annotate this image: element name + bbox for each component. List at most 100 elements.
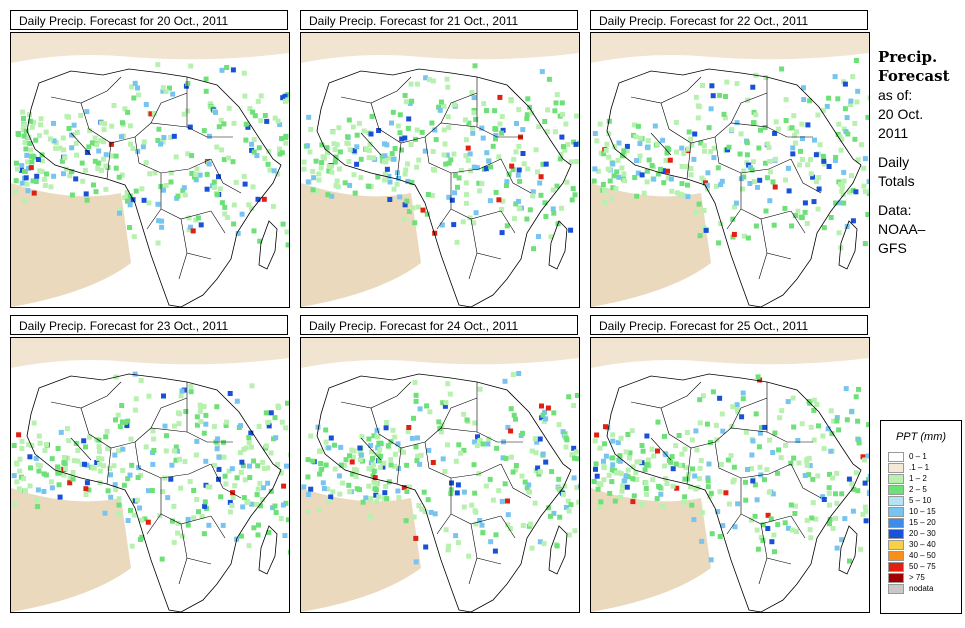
precip-cell bbox=[146, 393, 152, 399]
precip-cell bbox=[610, 432, 616, 438]
precip-cell bbox=[246, 202, 252, 208]
precip-cell bbox=[719, 178, 725, 184]
precip-cell bbox=[74, 129, 80, 135]
precip-cell bbox=[439, 222, 445, 228]
precip-cell bbox=[710, 93, 716, 99]
precip-cell bbox=[161, 187, 166, 193]
precip-cell bbox=[403, 518, 409, 524]
precip-cell bbox=[549, 469, 555, 475]
precip-cell bbox=[559, 100, 565, 106]
precip-cell bbox=[216, 466, 222, 472]
precip-cell bbox=[22, 198, 28, 204]
precip-cell bbox=[227, 499, 233, 505]
precip-cell bbox=[615, 440, 621, 446]
legend-label: 1 – 2 bbox=[909, 474, 927, 483]
precip-cell bbox=[82, 461, 87, 467]
precip-cell bbox=[499, 230, 505, 236]
precip-cell bbox=[281, 483, 287, 489]
precip-cell bbox=[204, 171, 210, 177]
precip-cell bbox=[411, 415, 416, 421]
precip-cell bbox=[265, 465, 271, 471]
precip-cell bbox=[284, 463, 289, 469]
precip-cell bbox=[351, 148, 357, 153]
precip-cell bbox=[413, 535, 419, 541]
precip-cell bbox=[660, 137, 666, 143]
precip-cell bbox=[384, 166, 390, 172]
precip-cell bbox=[669, 454, 675, 460]
precip-cell bbox=[323, 427, 329, 433]
precip-cell bbox=[120, 120, 125, 126]
precip-cell bbox=[408, 142, 414, 147]
precip-cell bbox=[789, 527, 795, 533]
precip-cell bbox=[19, 180, 25, 186]
precip-cell bbox=[850, 188, 856, 193]
precip-cell bbox=[504, 179, 510, 185]
precip-cell bbox=[461, 411, 467, 417]
precip-cell bbox=[705, 484, 711, 490]
precip-cell bbox=[600, 182, 606, 187]
legend-label: > 75 bbox=[909, 573, 925, 582]
precip-cell bbox=[836, 427, 842, 433]
precip-cell bbox=[534, 439, 540, 445]
precip-cell bbox=[97, 448, 102, 454]
precip-cell bbox=[406, 425, 412, 430]
country-border bbox=[726, 208, 742, 230]
madagascar-outline bbox=[838, 220, 858, 270]
precip-cell bbox=[51, 173, 57, 179]
precip-cell bbox=[594, 138, 600, 144]
precip-cell bbox=[508, 406, 514, 412]
precip-cell bbox=[707, 493, 713, 499]
precip-cell bbox=[413, 444, 419, 450]
precip-cell bbox=[249, 147, 255, 153]
precip-cell bbox=[198, 222, 204, 228]
precip-cell bbox=[533, 450, 539, 456]
precip-cell bbox=[28, 465, 33, 471]
precip-cell bbox=[262, 155, 268, 161]
precip-cell bbox=[443, 400, 449, 406]
precip-cell bbox=[384, 496, 390, 502]
precip-cell bbox=[35, 504, 41, 510]
precip-cell bbox=[230, 494, 236, 500]
dry-region bbox=[301, 183, 421, 307]
precip-cell bbox=[699, 510, 705, 516]
precip-cell bbox=[245, 499, 251, 505]
precip-cell bbox=[852, 136, 858, 142]
precip-cell bbox=[111, 103, 117, 108]
precip-cell bbox=[179, 388, 185, 394]
precip-cell bbox=[127, 225, 132, 230]
precip-cell bbox=[711, 155, 717, 161]
precip-cell bbox=[621, 171, 627, 177]
precip-cell bbox=[853, 394, 859, 400]
precip-cell bbox=[723, 94, 728, 99]
precip-cell bbox=[156, 218, 162, 224]
precip-cell bbox=[37, 463, 43, 469]
precip-cell bbox=[215, 436, 221, 442]
precip-cell bbox=[214, 192, 220, 198]
precip-cell bbox=[463, 180, 469, 186]
precip-cell bbox=[99, 456, 105, 462]
precip-cell bbox=[571, 475, 577, 481]
precip-cell bbox=[447, 391, 453, 397]
precip-cell bbox=[53, 145, 59, 151]
precip-cell bbox=[790, 151, 796, 157]
precip-cell bbox=[374, 499, 380, 505]
precip-cell bbox=[718, 221, 724, 227]
precip-cell bbox=[264, 118, 270, 124]
precip-cell bbox=[602, 199, 608, 205]
precip-cell bbox=[73, 176, 79, 182]
precip-cell bbox=[222, 204, 228, 210]
data-source-label: Data: bbox=[878, 202, 912, 218]
country-border bbox=[70, 437, 92, 461]
precip-cell bbox=[306, 492, 312, 497]
precip-cell bbox=[275, 118, 281, 124]
precip-cell bbox=[480, 135, 486, 141]
precip-cell bbox=[499, 207, 505, 212]
precip-cell bbox=[370, 455, 375, 461]
precip-cell bbox=[419, 506, 425, 512]
precip-cell bbox=[57, 470, 62, 476]
precip-cell bbox=[438, 99, 444, 105]
precip-cell bbox=[788, 460, 794, 466]
precip-cell bbox=[330, 489, 336, 495]
precip-cell bbox=[326, 445, 332, 451]
precip-cell bbox=[116, 174, 122, 180]
